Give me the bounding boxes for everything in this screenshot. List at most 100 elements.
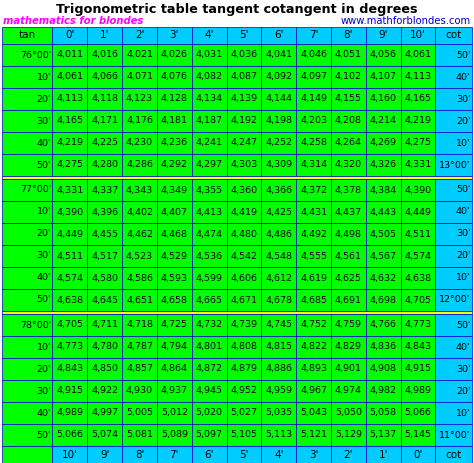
Text: 4,815: 4,815 [265, 343, 292, 351]
Text: 4,123: 4,123 [126, 94, 153, 104]
Text: 4,230: 4,230 [126, 138, 153, 148]
Bar [366, 179, 401, 201]
Text: 10': 10' [456, 408, 471, 418]
Bar [122, 424, 157, 446]
Text: 4': 4' [204, 31, 214, 40]
Text: 4,208: 4,208 [335, 117, 362, 125]
Bar [192, 27, 227, 44]
Text: 4,016: 4,016 [91, 50, 118, 60]
Text: 4,836: 4,836 [370, 343, 397, 351]
Text: 4,739: 4,739 [230, 320, 257, 330]
Text: 0': 0' [413, 450, 423, 459]
Text: 30': 30' [36, 251, 51, 261]
Text: 4,705: 4,705 [404, 295, 431, 305]
Text: 20': 20' [36, 230, 51, 238]
Bar [87, 267, 122, 289]
Bar [261, 267, 296, 289]
Text: 4,593: 4,593 [161, 274, 188, 282]
Text: 50': 50' [36, 161, 51, 169]
Bar [401, 424, 436, 446]
Bar [436, 154, 472, 176]
Bar [366, 44, 401, 66]
Text: 4,149: 4,149 [300, 94, 327, 104]
Bar [331, 336, 366, 358]
Text: 4,548: 4,548 [265, 251, 292, 261]
Bar [366, 358, 401, 380]
Text: 30': 30' [36, 387, 51, 395]
Text: 50': 50' [456, 50, 471, 60]
Bar [261, 245, 296, 267]
Bar [331, 289, 366, 311]
Text: 4,134: 4,134 [196, 94, 223, 104]
Bar [2, 358, 53, 380]
Bar [331, 424, 366, 446]
Bar [366, 27, 401, 44]
Bar [192, 132, 227, 154]
Bar [87, 424, 122, 446]
Text: tan: tan [18, 31, 36, 40]
Bar [53, 424, 87, 446]
Bar [192, 223, 227, 245]
Bar [261, 201, 296, 223]
Text: 5,145: 5,145 [404, 431, 431, 439]
Text: 4,505: 4,505 [370, 230, 397, 238]
Bar [331, 446, 366, 463]
Text: 4,331: 4,331 [56, 186, 83, 194]
Text: 4,066: 4,066 [91, 73, 118, 81]
Bar [401, 245, 436, 267]
Text: 4,366: 4,366 [265, 186, 292, 194]
Bar [2, 380, 53, 402]
Text: 4,443: 4,443 [370, 207, 397, 217]
Bar [296, 27, 331, 44]
Text: 5,035: 5,035 [265, 408, 292, 418]
Bar [53, 402, 87, 424]
Bar [331, 223, 366, 245]
Text: 4,529: 4,529 [161, 251, 188, 261]
Text: 4': 4' [274, 450, 283, 459]
Bar [157, 201, 192, 223]
Text: 20': 20' [36, 364, 51, 374]
Text: 4,247: 4,247 [230, 138, 257, 148]
Bar [366, 380, 401, 402]
Bar [53, 27, 87, 44]
Bar [296, 154, 331, 176]
Bar [157, 44, 192, 66]
Bar [296, 223, 331, 245]
Text: 4,407: 4,407 [161, 207, 188, 217]
Bar [366, 110, 401, 132]
Text: 4,384: 4,384 [370, 186, 397, 194]
Text: 50': 50' [456, 186, 471, 194]
Bar [227, 336, 261, 358]
Bar [296, 132, 331, 154]
Text: 4,671: 4,671 [230, 295, 257, 305]
Text: 4,071: 4,071 [126, 73, 153, 81]
Text: mathematics for blondes: mathematics for blondes [3, 16, 143, 26]
Text: 5,066: 5,066 [404, 408, 431, 418]
Text: 4,542: 4,542 [230, 251, 257, 261]
Bar [227, 44, 261, 66]
Bar [122, 110, 157, 132]
Text: 4,402: 4,402 [126, 207, 153, 217]
Text: 4,165: 4,165 [56, 117, 83, 125]
Bar [261, 424, 296, 446]
Bar [296, 110, 331, 132]
Text: 8': 8' [135, 450, 144, 459]
Bar [296, 201, 331, 223]
Text: 10': 10' [456, 274, 471, 282]
Bar [2, 245, 53, 267]
Text: 4,586: 4,586 [126, 274, 153, 282]
Bar [87, 132, 122, 154]
Text: 4,225: 4,225 [91, 138, 118, 148]
Text: 40': 40' [36, 274, 51, 282]
Bar [296, 336, 331, 358]
Text: 4,314: 4,314 [300, 161, 327, 169]
Bar [227, 88, 261, 110]
Bar [331, 27, 366, 44]
Bar [401, 154, 436, 176]
Bar [2, 267, 53, 289]
Bar [366, 336, 401, 358]
Bar [2, 154, 53, 176]
Bar [87, 27, 122, 44]
Text: 40': 40' [456, 73, 471, 81]
Bar [2, 402, 53, 424]
